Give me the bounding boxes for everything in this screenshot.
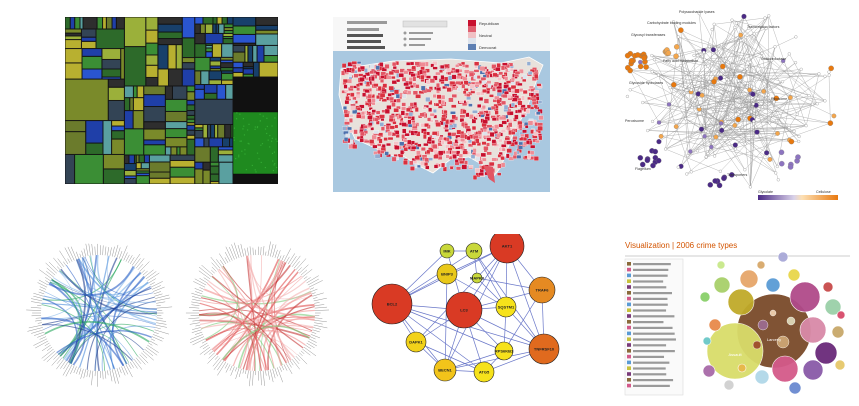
edge-bundling-graphic xyxy=(26,241,329,387)
legend-democrat: Democrat xyxy=(479,45,497,50)
metabolic-network-thumbnail[interactable]: Polysaccharide lyases Carbohydrate bindi… xyxy=(611,0,844,205)
bubble-label-side: Assault xyxy=(728,352,742,357)
svg-text:DAPK1: DAPK1 xyxy=(409,340,423,345)
svg-text:BCL2: BCL2 xyxy=(387,302,398,307)
svg-text:MAPK8: MAPK8 xyxy=(470,276,485,281)
label-flagellum: Flagellum xyxy=(635,167,651,171)
node-traf6[interactable]: TRAF6 xyxy=(528,276,556,304)
node-atg5[interactable]: ATG5 xyxy=(473,361,495,383)
crime-type-list[interactable] xyxy=(624,258,684,396)
bubble-chart-thumbnail[interactable]: Visualization | 2006 crime types Larceny… xyxy=(623,237,850,397)
label-peroxisome: Peroxisome xyxy=(625,119,644,123)
bubble-chart-title: Visualization | 2006 crime types xyxy=(625,241,737,250)
svg-text:RPS6KB1: RPS6KB1 xyxy=(495,349,514,354)
edge-bundling-thumbnail[interactable] xyxy=(17,228,329,394)
svg-text:LC3: LC3 xyxy=(460,308,468,313)
svg-text:IMK: IMK xyxy=(443,249,450,254)
county-fill xyxy=(341,61,544,180)
node-rps6kb1[interactable]: RPS6KB1 xyxy=(494,341,514,361)
label-glycosyl: Glycosyl transferases xyxy=(631,33,666,37)
us-map-graphic: Republican Neutral Democrat xyxy=(333,17,550,192)
svg-text:SQSTM1: SQSTM1 xyxy=(498,305,515,310)
map-legend: Republican Neutral Democrat xyxy=(468,20,499,50)
metabolic-network-graphic: Polysaccharide lyases Carbohydrate bindi… xyxy=(624,10,838,200)
svg-text:TNFRSF10: TNFRSF10 xyxy=(534,347,555,352)
node-imk[interactable]: IMK xyxy=(439,243,455,259)
node-sqstm1[interactable]: SQSTM1 xyxy=(495,296,517,318)
bubble-label-center: Larceny xyxy=(767,337,781,342)
protein-network-graphic: BCL2 LC3 AKT1 TRAF6 TNFRSF10 BNIP3 ATM I… xyxy=(371,234,560,383)
node-mapk8[interactable]: MAPK8 xyxy=(470,272,485,284)
svg-text:BECN1: BECN1 xyxy=(438,368,452,373)
protein-network-thumbnail[interactable]: BCL2 LC3 AKT1 TRAF6 TNFRSF10 BNIP3 ATM I… xyxy=(371,234,564,384)
label-ribosome: Ribosome xyxy=(771,97,787,101)
svg-text:ATM: ATM xyxy=(470,249,479,254)
label-polysaccharide: Polysaccharide lyases xyxy=(679,10,715,14)
node-bcl2[interactable]: BCL2 xyxy=(371,283,413,325)
treemap-graphic xyxy=(65,17,278,184)
node-atm[interactable]: ATM xyxy=(465,242,483,260)
node-lc3[interactable]: LC3 xyxy=(445,291,483,329)
node-dapk1[interactable]: DAPK1 xyxy=(405,331,427,353)
label-glycoside: Glycoside hydrolases xyxy=(629,81,663,85)
label-carbohydrate: Carbohydrate binding modules xyxy=(647,21,696,25)
bubble-chart-graphic: Visualization | 2006 crime types Larceny… xyxy=(624,241,850,396)
legend-neutral: Neutral xyxy=(479,33,492,38)
svg-text:TRAF6: TRAF6 xyxy=(536,288,550,293)
node-bnip3[interactable]: BNIP3 xyxy=(436,263,458,285)
colorbar-right-label: Cellulose xyxy=(816,190,831,194)
svg-text:BNIP3: BNIP3 xyxy=(441,272,454,277)
treemap-thumbnail[interactable] xyxy=(65,17,278,184)
legend-republican: Republican xyxy=(479,21,499,26)
svg-text:ATG5: ATG5 xyxy=(479,370,490,375)
label-fatty: Fatty acid metabolism xyxy=(663,59,698,63)
node-akt1[interactable]: AKT1 xyxy=(489,234,525,264)
us-map-thumbnail[interactable]: Republican Neutral Democrat xyxy=(333,17,550,192)
node-becn1[interactable]: BECN1 xyxy=(433,358,457,382)
label-transcription: Transcription factors xyxy=(747,25,780,29)
node-tnfrsf10[interactable]: TNFRSF10 xyxy=(528,333,560,365)
metabolic-colorbar: Glycolate Cellulose xyxy=(758,190,838,200)
label-oxidoreductase: Oxidoreductase xyxy=(761,57,786,61)
label-transporters: Transporters xyxy=(727,173,747,177)
colorbar-left-label: Glycolate xyxy=(758,190,773,194)
svg-text:AKT1: AKT1 xyxy=(502,244,513,249)
map-controls xyxy=(347,20,448,49)
